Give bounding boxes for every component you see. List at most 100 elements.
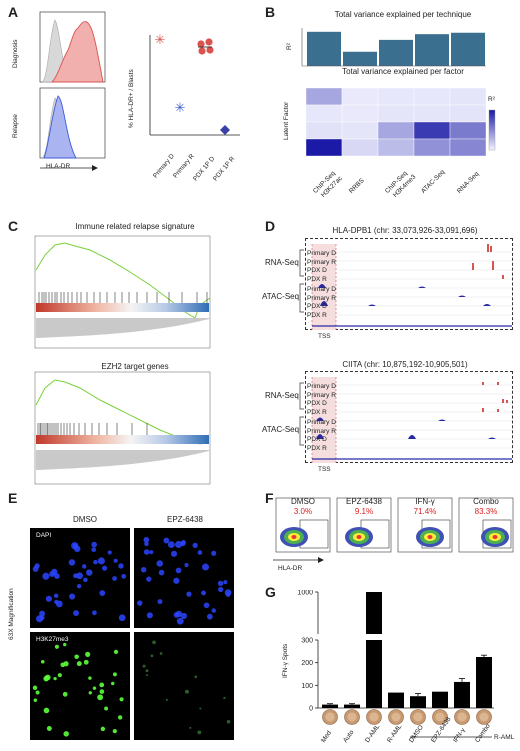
d1-track-label-3: PDX R <box>307 275 327 283</box>
b-heat-cell-0-1 <box>341 87 379 106</box>
panel-a-ylabel: % HLA-DR+ / Blasts <box>128 69 135 128</box>
e-dapi-cell-0-37 <box>107 550 112 555</box>
d-hla-rna-peak-4 <box>502 275 504 279</box>
a-point-primary-r: ✳ <box>175 100 186 115</box>
b-heat-cell-0-4 <box>449 87 487 106</box>
g-well-inner-7 <box>479 712 489 722</box>
b-heat-cell-2-3 <box>413 121 451 140</box>
b-heat-cell-1-1 <box>341 104 379 123</box>
e-dapi-cell-1-17 <box>180 612 187 620</box>
panel-c-title-1: Immune related relapse signature <box>75 222 195 231</box>
e-h3k-dmso-cell-26 <box>63 731 69 737</box>
e-h3k-dmso-cell-30 <box>83 659 89 665</box>
e-h3k-epz-cell-5 <box>165 698 168 701</box>
tss-highlight-2 <box>312 377 336 463</box>
e-col-label-0: DMSO <box>73 515 97 524</box>
d2-group-atac: ATAC-Seq <box>262 425 300 434</box>
d-ciita-atac-peak-1 <box>316 434 324 439</box>
f-cond-label-2: IFN-γ <box>415 497 435 506</box>
e-h3k-dmso-cell-15 <box>85 651 91 657</box>
d1-track-label-6: PDX D <box>307 303 327 310</box>
e-dapi-cell-0-20 <box>118 563 124 569</box>
e-dapi-cell-0-21 <box>76 572 83 580</box>
a-point-pdx-d-3 <box>206 46 214 54</box>
panel-b-letter: B <box>265 4 276 20</box>
e-dapi-cell-1-0 <box>143 536 150 543</box>
f-density-core-1 <box>356 535 362 539</box>
e-dapi-cell-0-5 <box>53 593 59 599</box>
b-heat-cell-1-0 <box>305 104 343 123</box>
e-dapi-cell-1-28 <box>197 550 203 555</box>
panel-d-box-2 <box>305 371 513 463</box>
e-dapi-cell-0-4 <box>91 541 97 548</box>
d1-group-rna: RNA-Seq <box>265 258 299 267</box>
label-hla-dr-a: HLA-DR <box>46 163 71 170</box>
e-h3k-dmso-cell-31 <box>92 686 97 690</box>
e-dapi-cell-1-19 <box>173 577 180 584</box>
g-ytick-3: 300 <box>301 638 313 645</box>
g-well-inner-2 <box>369 712 379 722</box>
panel-a-letter: A <box>8 4 19 20</box>
e-dapi-cell-0-22 <box>73 573 78 579</box>
d1-group-atac: ATAC-Seq <box>262 292 300 301</box>
e-h3k-dmso-cell-0 <box>63 642 67 647</box>
e-dapi-cell-1-7 <box>146 576 152 582</box>
d-hla-atac-peak-5 <box>483 304 491 306</box>
e-h3k-dmso-cell-1 <box>99 682 105 688</box>
e-h3k-epz-cell-7 <box>223 696 226 700</box>
e-dapi-cell-0-11 <box>121 573 127 579</box>
e-h3k-epz-cell-2 <box>152 640 156 645</box>
e-dapi-cell-0-10 <box>93 559 98 565</box>
b-heat-cell-0-2 <box>377 87 415 106</box>
e-dapi-cell-1-35 <box>173 611 180 618</box>
e-h3k-epz-cell-0 <box>145 669 149 673</box>
panel-f-figure <box>273 497 514 563</box>
e-h3k-dmso-cell-7 <box>76 661 82 667</box>
histogram-diagnosis-sample <box>50 21 104 83</box>
f-density-core-3 <box>492 535 498 539</box>
gsea-plot-1-rank-bar <box>36 303 209 312</box>
e-dapi-cell-1-27 <box>225 592 231 597</box>
b-heat-cell-0-0 <box>305 87 343 106</box>
gsea-plot-1-ranked-metric <box>36 318 209 338</box>
g-well-inner-0 <box>325 712 335 722</box>
panel-b-figure <box>301 28 496 157</box>
g-ytick-2: 200 <box>301 660 313 667</box>
e-dapi-cell-1-24 <box>203 602 210 609</box>
d-hla-atac-peak-2 <box>368 304 376 306</box>
e-dapi-cell-1-30 <box>223 580 228 585</box>
panel-b-colorbar <box>488 109 496 151</box>
e-dapi-cell-1-31 <box>170 550 178 557</box>
g-bar-2 <box>366 640 382 708</box>
e-dapi-cell-1-37 <box>158 569 165 576</box>
f-density-core-2 <box>427 535 433 539</box>
e-h3k-dmso-cell-32 <box>32 685 38 691</box>
e-dapi-cell-1-8 <box>137 600 143 606</box>
label-relapse: Relapse <box>12 114 19 138</box>
d-ciita-rna-peak-5 <box>497 409 499 412</box>
d-hla-rna-peak-3 <box>492 261 494 270</box>
e-h3k-dmso-cell-13 <box>46 726 52 731</box>
g-ylabel: IFN-γ Spots <box>282 643 289 678</box>
e-dapi-cell-1-18 <box>176 617 184 625</box>
e-dapi-cell-1-4 <box>156 560 163 567</box>
f-cond-label-0: DMSO <box>291 497 315 506</box>
b-heat-cell-2-4 <box>449 121 487 140</box>
d2-track-label-7: PDX R <box>307 444 327 452</box>
g-bar-0 <box>322 704 338 708</box>
b-bar-4 <box>451 32 485 66</box>
f-xlabel: HLA-DR <box>278 565 303 572</box>
e-dapi-cell-0-15 <box>112 576 117 581</box>
e-dapi-cell-1-26 <box>140 566 147 573</box>
d1-track-label-1: Primary R <box>307 258 336 266</box>
e-dapi-cell-0-30 <box>32 566 39 572</box>
e-h3k-dmso-cell-5 <box>35 690 40 695</box>
g-bar-6 <box>454 681 470 708</box>
f-pct-label-3: 83.3% <box>474 507 498 516</box>
b-bar-1 <box>343 51 377 66</box>
e-dapi-cell-1-32 <box>157 599 163 605</box>
panel-b-heatmap-ylabel: Latent Factor <box>283 101 290 140</box>
e-h3k-dmso-cell-4 <box>43 707 50 714</box>
e-dapi-cell-0-24 <box>55 600 63 608</box>
e-h3k-dmso-cell-24 <box>113 672 117 677</box>
